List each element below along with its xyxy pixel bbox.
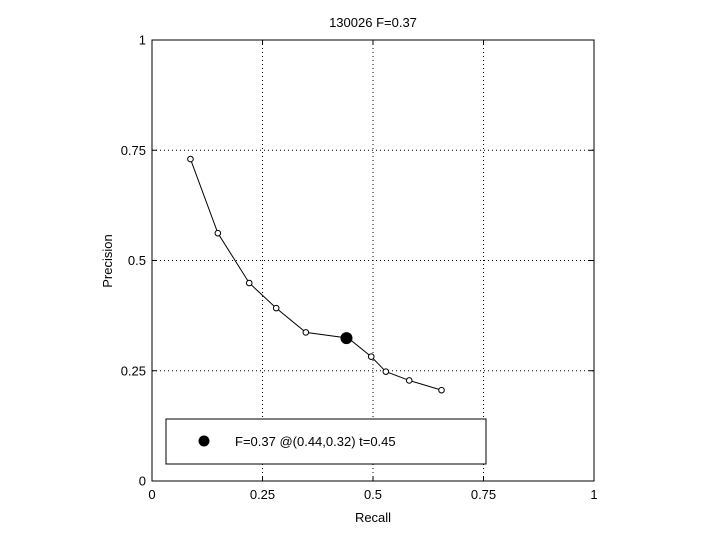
legend-box (165, 418, 487, 465)
x-tick-label: 0.75 (471, 487, 496, 502)
data-point (438, 386, 445, 394)
data-point (214, 229, 222, 237)
legend: F=0.37 @(0.44,0.32) t=0.45 (165, 418, 487, 465)
data-point (367, 353, 375, 360)
data-point (405, 377, 413, 384)
data-point (302, 329, 310, 336)
x-tick-label: 0.5 (364, 487, 382, 502)
y-tick-label: 1 (139, 33, 146, 48)
plot-frame (151, 39, 595, 482)
legend-text: F=0.37 @(0.44,0.32) t=0.45 (235, 434, 396, 449)
x-axis-label: Recall (355, 510, 391, 525)
chart-title: 130026 F=0.37 (329, 15, 417, 30)
data-point (272, 304, 280, 312)
series-line (189, 158, 442, 391)
x-tick-label: 1 (590, 487, 597, 502)
series-group (187, 155, 445, 394)
y-axis-label: Precision (100, 234, 115, 287)
data-point (382, 368, 390, 375)
y-tick-label: 0.75 (121, 143, 146, 158)
grid-lines (152, 40, 594, 481)
legend-marker (198, 435, 210, 447)
y-tick-label: 0.25 (121, 363, 146, 378)
y-tick-label: 0 (139, 474, 146, 489)
y-tick-labels: 0 0.25 0.5 0.75 1 (121, 33, 146, 489)
data-point (245, 279, 253, 287)
x-tick-label: 0.25 (250, 487, 275, 502)
best-point-marker (340, 332, 353, 345)
y-tick-label: 0.5 (128, 253, 146, 268)
x-tick-labels: 0 0.25 0.5 0.75 1 (148, 487, 597, 502)
data-point (187, 155, 194, 163)
x-tick-label: 0 (148, 487, 155, 502)
